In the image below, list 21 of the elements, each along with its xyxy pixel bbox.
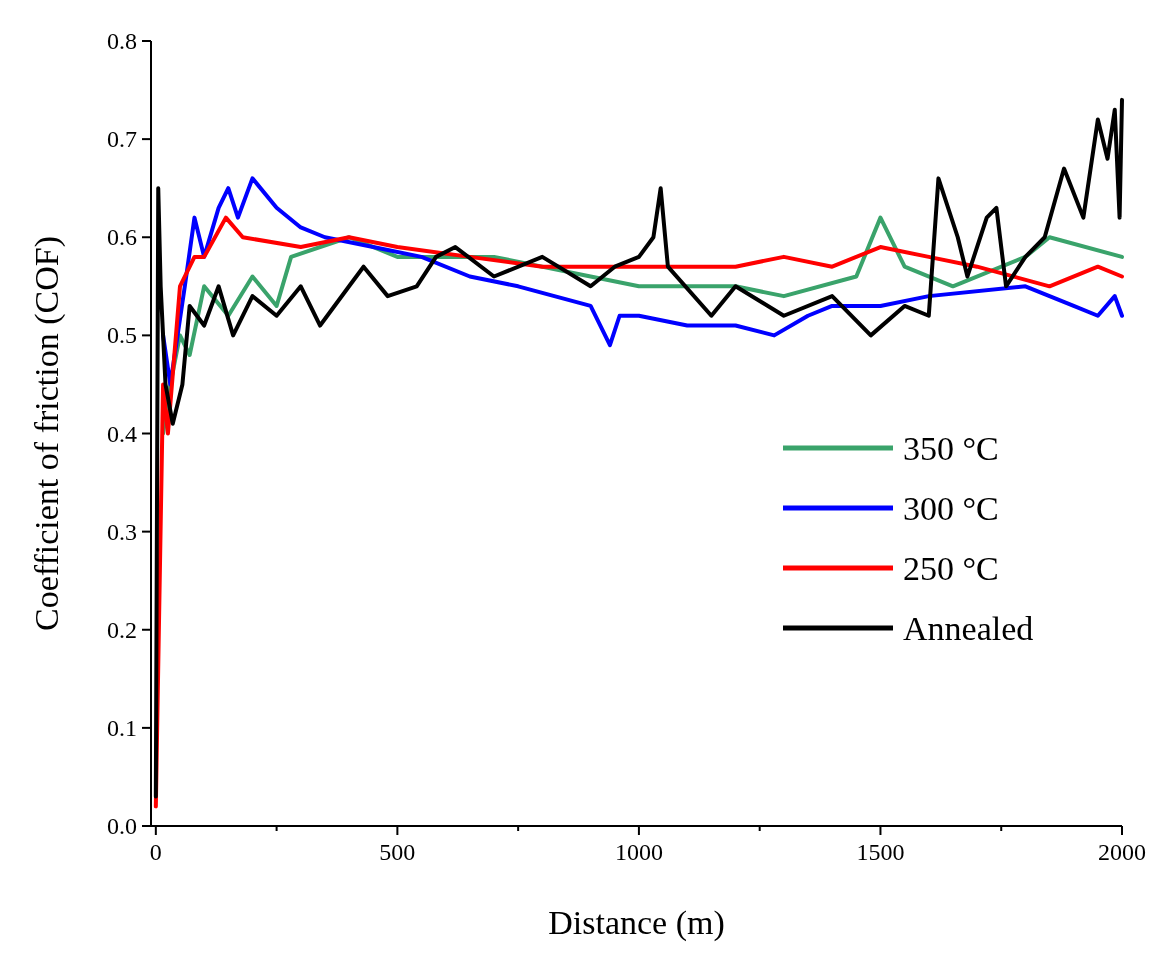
x-tick-label: 1000 [614,839,663,865]
x-tick-label: 2000 [1098,839,1146,865]
y-tick-label: 0.1 [107,714,137,741]
x-tick-label: 0 [149,839,162,865]
y-tick-label: 0.3 [107,518,137,545]
legend-label: 250 °C [903,550,999,587]
legend-label: 300 °C [903,490,999,527]
line-series [153,97,1124,799]
x-tick-label: 500 [379,839,416,865]
y-tick-label: 0.4 [107,420,137,447]
y-tick-label: 0.5 [107,322,137,349]
y-tick-label: 0.8 [107,28,137,54]
y-tick-label: 0.7 [107,126,137,153]
legend-label: 350 °C [903,430,999,467]
y-tick-label: 0.0 [107,813,137,839]
y-axis-title: Coefficient of friction (COF) [28,235,66,632]
x-axis-title: Distance (m) [548,904,725,942]
x-tick-label: 1500 [856,839,905,865]
y-tick-label: 0.2 [107,616,137,643]
legend-label: Annealed [903,610,1034,647]
y-tick-label: 0.6 [107,224,137,251]
